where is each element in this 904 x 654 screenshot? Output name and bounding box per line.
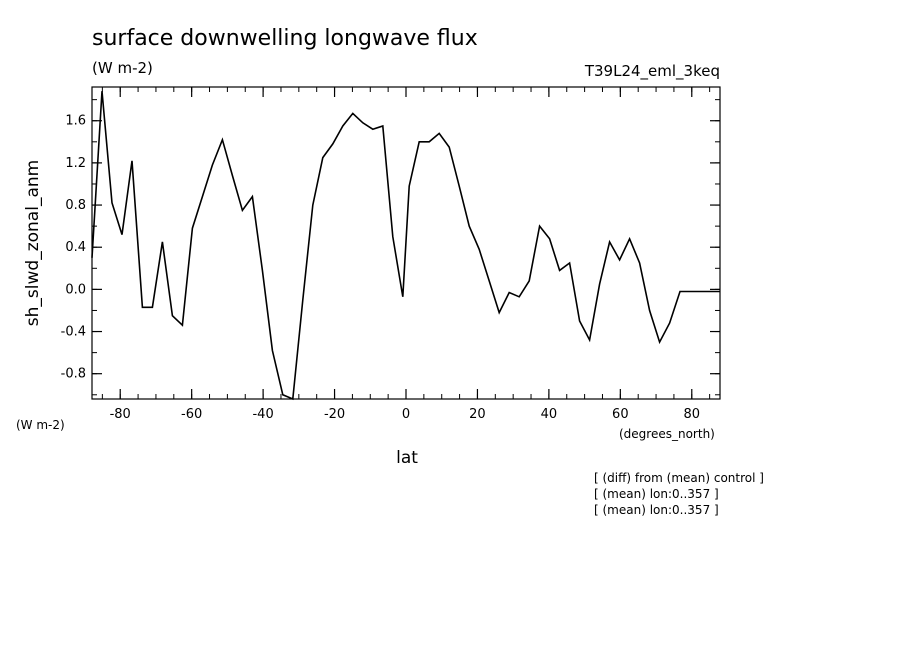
chart-title: surface downwelling longwave flux	[92, 26, 478, 51]
x-axis-ticks: -80 -60 -40 -20 0 20 40 60 80	[101, 87, 711, 422]
x-axis-label: lat	[396, 448, 418, 468]
note-mean-lon-2: [ (mean) lon:0..357 ]	[594, 503, 719, 517]
x-tick-label: 60	[612, 407, 629, 422]
plot-area: -0.8 -0.4 0.0 0.4 0.8 1.2 1.6 -80 -60 -40 -20 0 20 4…	[61, 86, 721, 422]
note-mean-lon-1: [ (mean) lon:0..357 ]	[594, 487, 719, 501]
x-tick-label: -40	[252, 407, 273, 422]
y-tick-label: -0.4	[61, 325, 86, 340]
x-tick-label: 0	[402, 407, 410, 422]
y-axis-label: sh_slwd_zonal_anm	[23, 160, 43, 326]
data-series-line	[91, 91, 720, 401]
x-tick-label: -80	[110, 407, 131, 422]
x-tick-label: 20	[469, 407, 486, 422]
y-tick-label: -0.8	[61, 367, 86, 382]
y-tick-label: 0.0	[65, 282, 86, 297]
y-tick-label: 1.2	[65, 156, 86, 171]
x-tick-label: 40	[541, 407, 558, 422]
x-tick-label: -60	[181, 407, 202, 422]
chart-subtitle: (W m-2)	[92, 59, 153, 77]
y-tick-label: 0.8	[65, 198, 86, 213]
y-axis-units: (W m-2)	[16, 418, 65, 432]
y-axis-ticks: -0.8 -0.4 0.0 0.4 0.8 1.2 1.6	[61, 99, 720, 396]
run-label: T39L24_eml_3keq	[584, 62, 720, 81]
x-axis-units: (degrees_north)	[619, 427, 715, 441]
x-tick-label: -20	[324, 407, 345, 422]
y-tick-label: 0.4	[65, 240, 86, 255]
x-tick-label: 80	[684, 407, 701, 422]
y-tick-label: 1.6	[65, 114, 86, 129]
note-diff: [ (diff) from (mean) control ]	[594, 471, 764, 485]
